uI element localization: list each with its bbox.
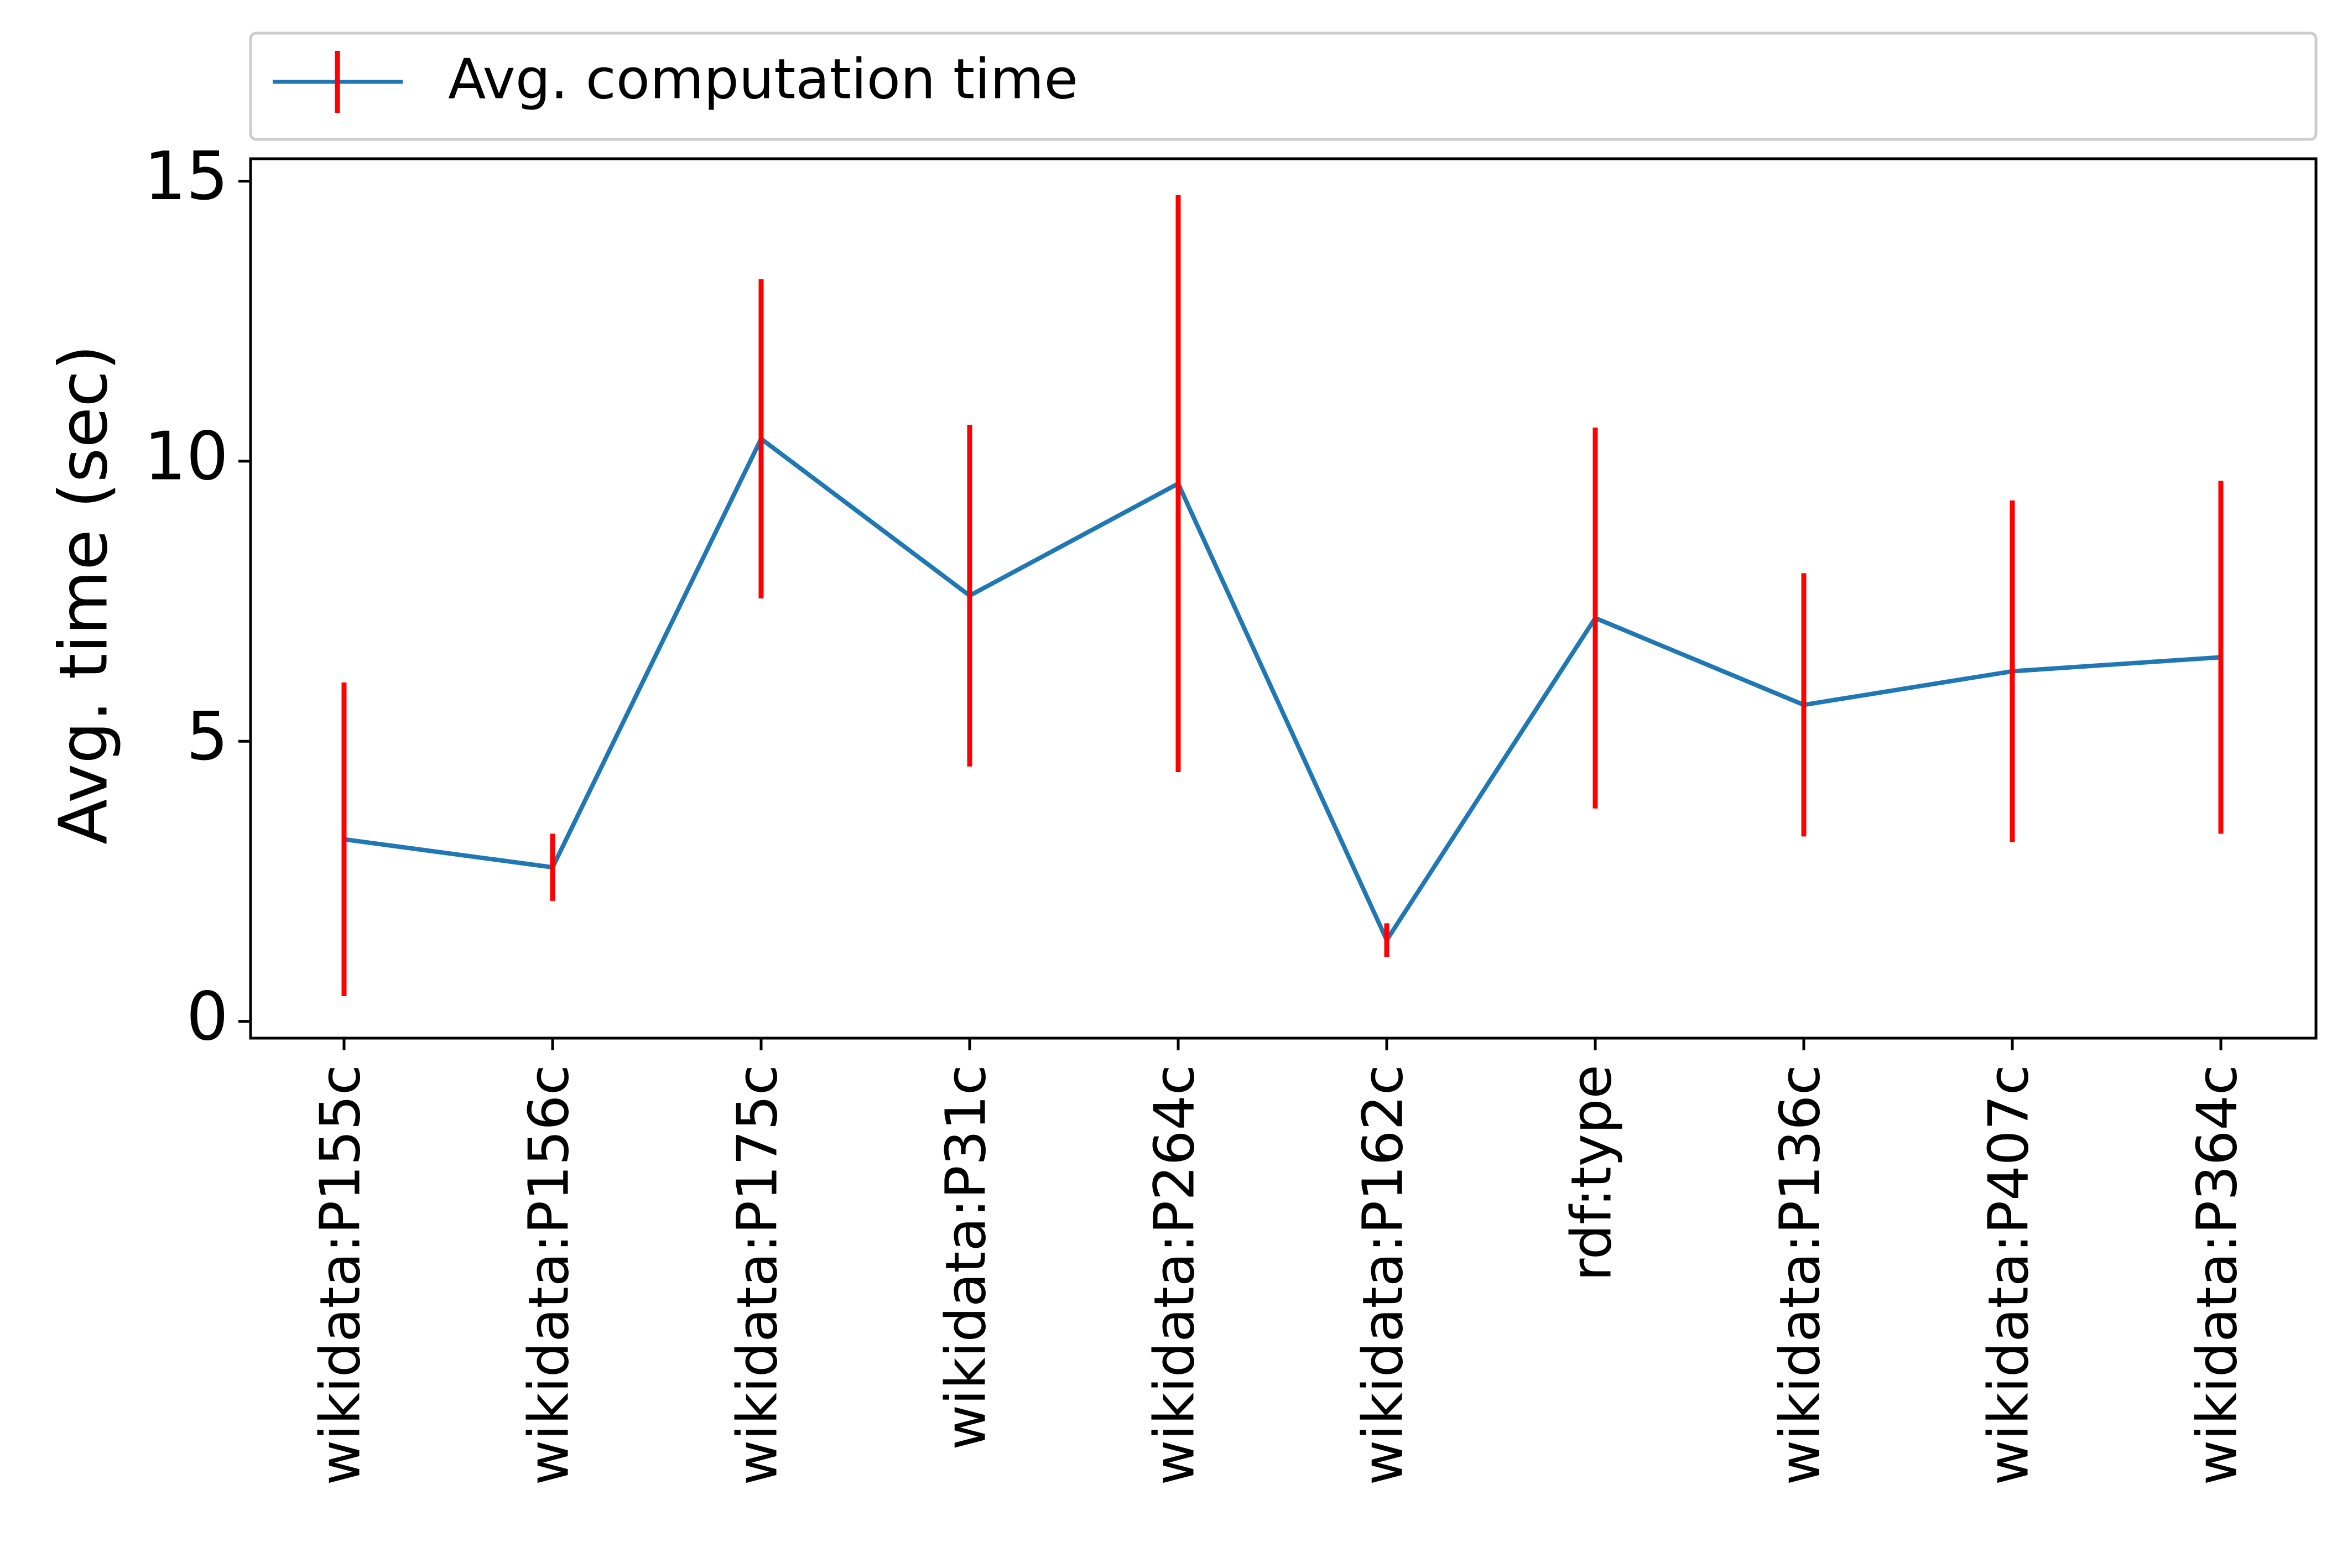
y-axis-label: Avg. time (sec) <box>46 345 123 845</box>
x-tick-label: wikidata:P31c <box>933 1065 998 1450</box>
x-tick-label: rdf:type <box>1559 1065 1623 1282</box>
x-tick-label: wikidata:P155c <box>308 1065 372 1485</box>
legend-frame <box>249 32 2318 141</box>
x-tick-label: wikidata:P162c <box>1350 1065 1415 1485</box>
legend-label: Avg. computation time <box>448 46 1078 111</box>
x-tick-label: wikidata:P156c <box>516 1065 581 1485</box>
x-tick-label: wikidata:P407c <box>1976 1065 2041 1485</box>
y-axis: 0 5 10 15 <box>144 138 251 1055</box>
plot-area <box>249 157 2318 1040</box>
series-layer <box>341 195 2224 997</box>
y-tick-label: 15 <box>144 138 228 215</box>
plot-frame <box>249 157 2318 1040</box>
y-tick-label: 0 <box>186 978 228 1055</box>
x-tick-label: wikidata:P175c <box>725 1065 789 1485</box>
x-tick-label: wikidata:P264c <box>1142 1065 1206 1485</box>
x-axis: wikidata:P155c wikidata:P156c wikidata:P17… <box>308 1038 2249 1485</box>
y-tick-label: 10 <box>144 419 228 496</box>
x-tick-label: wikidata:P136c <box>1767 1065 1832 1485</box>
series-line <box>344 436 2221 942</box>
x-tick-label: wikidata:P364c <box>2184 1065 2249 1485</box>
y-tick-label: 5 <box>186 699 228 775</box>
legend: Avg. computation time <box>249 32 2318 141</box>
